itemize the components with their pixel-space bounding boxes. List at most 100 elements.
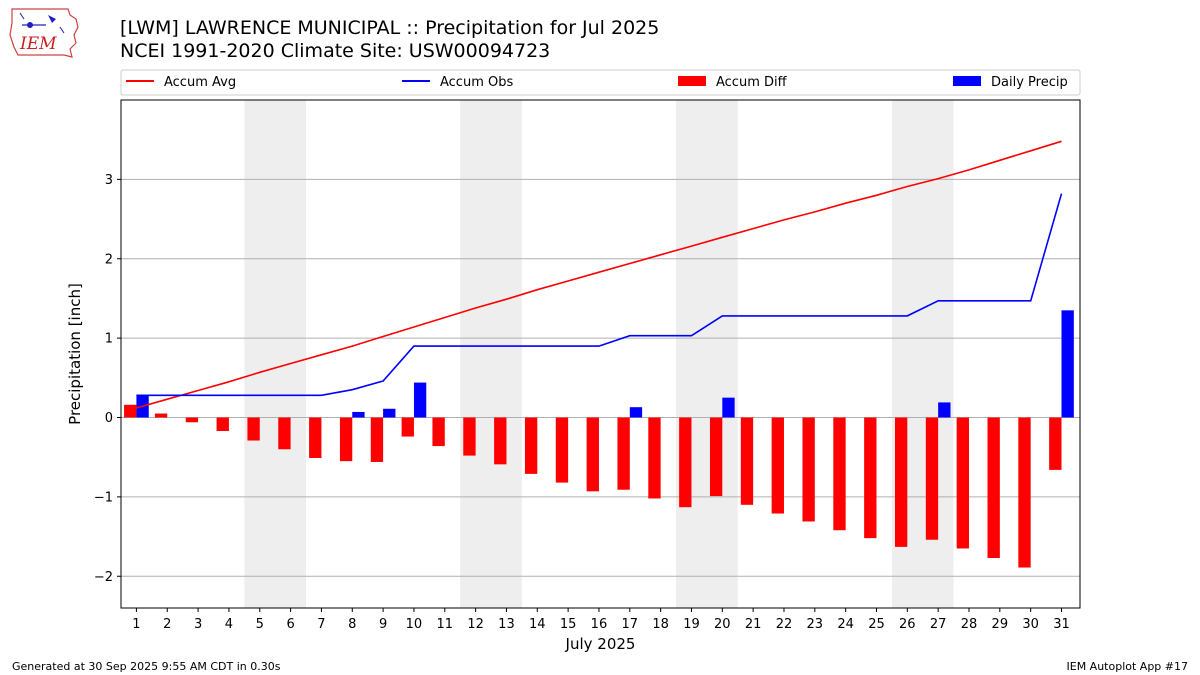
x-tick-label: 27 bbox=[930, 617, 947, 632]
gridlines bbox=[121, 178, 1080, 577]
legend-label: Daily Precip bbox=[991, 75, 1068, 90]
daily-precip-bar bbox=[383, 408, 396, 418]
accum-diff-bar bbox=[1018, 417, 1031, 568]
x-tick-label: 29 bbox=[992, 617, 1009, 632]
y-axis-label: Precipitation [inch] bbox=[66, 283, 84, 425]
legend: Accum Avg Accum Obs Accum Diff Daily Precip bbox=[120, 69, 1081, 96]
x-tick-label: 2 bbox=[163, 617, 171, 632]
x-tick-label: 30 bbox=[1022, 617, 1039, 632]
x-tick-label: 20 bbox=[714, 617, 731, 632]
accum-diff-bar bbox=[278, 417, 291, 450]
daily-precip-bar bbox=[938, 402, 951, 418]
y-tick-label: 3 bbox=[105, 173, 113, 188]
accum-diff-bar bbox=[124, 404, 137, 418]
y-tick-label: −1 bbox=[94, 490, 113, 505]
accum-diff-bar bbox=[771, 417, 784, 514]
y-tick-label: −2 bbox=[94, 570, 113, 585]
accum-diff-bar bbox=[802, 417, 815, 522]
accum-diff-bar bbox=[309, 417, 322, 458]
x-tick-label: 21 bbox=[745, 617, 762, 632]
accum-diff-bar bbox=[370, 417, 384, 462]
x-tick-label: 25 bbox=[868, 617, 885, 632]
accum-diff-bar bbox=[432, 417, 445, 447]
x-tick-label: 9 bbox=[379, 617, 387, 632]
x-tick-label: 6 bbox=[286, 617, 294, 632]
x-tick-label: 22 bbox=[776, 617, 793, 632]
accum-obs-line bbox=[136, 193, 1063, 397]
accum-diff-bar bbox=[555, 417, 569, 483]
x-tick-label: 31 bbox=[1053, 617, 1070, 632]
y-tick-label: 2 bbox=[105, 252, 113, 267]
y-tick-label: 0 bbox=[105, 411, 113, 426]
accum-diff-bar bbox=[833, 417, 846, 531]
x-tick-label: 13 bbox=[498, 617, 515, 632]
accum-diff-bar bbox=[987, 417, 1000, 558]
accum-diff-bar bbox=[709, 417, 723, 497]
accum-diff-bar bbox=[679, 417, 692, 508]
logo-text: IEM bbox=[19, 34, 57, 54]
accum-avg-line bbox=[136, 140, 1062, 409]
weekend-band bbox=[460, 100, 522, 608]
plot-frame bbox=[120, 99, 1081, 609]
accum-diff-bar bbox=[524, 417, 538, 474]
accum-diff-bar bbox=[216, 417, 229, 431]
x-tick-label: 16 bbox=[591, 617, 608, 632]
chart-title: [LWM] LAWRENCE MUNICIPAL :: Precipitatio… bbox=[120, 17, 660, 39]
weekend-shading bbox=[244, 100, 954, 608]
accum-diff-bar bbox=[617, 417, 630, 490]
weekend-band bbox=[244, 100, 307, 608]
daily-precip-bar bbox=[1061, 310, 1074, 418]
x-tick-label: 24 bbox=[837, 617, 854, 632]
accum-diff-bar bbox=[154, 413, 168, 418]
legend-label: Accum Diff bbox=[716, 75, 788, 90]
accum-diff-bar bbox=[339, 417, 353, 462]
app-footer: IEM Autoplot App #17 bbox=[1066, 660, 1189, 673]
legend-box bbox=[120, 69, 1081, 96]
x-tick-label: 19 bbox=[683, 617, 700, 632]
accum-diff-bar bbox=[185, 417, 199, 423]
chart-subtitle: NCEI 1991-2020 Climate Site: USW00094723 bbox=[120, 40, 551, 62]
iem-logo: IEM bbox=[9, 8, 79, 58]
x-tick-label: 14 bbox=[529, 617, 546, 632]
lines bbox=[136, 140, 1063, 409]
x-tick-label: 26 bbox=[899, 617, 916, 632]
x-tick-label: 28 bbox=[961, 617, 978, 632]
x-tick-label: 3 bbox=[194, 617, 202, 632]
x-tick-label: 15 bbox=[560, 617, 577, 632]
x-tick-label: 7 bbox=[317, 617, 325, 632]
accum-diff-bar bbox=[401, 417, 414, 437]
daily-precip-bar bbox=[722, 397, 735, 418]
accum-diff-bar bbox=[494, 417, 507, 465]
x-tick-label: 5 bbox=[256, 617, 264, 632]
legend-swatch-bar bbox=[953, 76, 981, 86]
daily-precip-bar bbox=[413, 382, 427, 418]
legend-label: Accum Obs bbox=[440, 75, 513, 90]
x-tick-label: 10 bbox=[406, 617, 423, 632]
x-axis-label: July 2025 bbox=[565, 635, 636, 653]
x-tick-label: 1 bbox=[132, 617, 140, 632]
accum-diff-bar bbox=[740, 417, 754, 505]
accum-diff-bar bbox=[894, 417, 908, 547]
accum-diff-bar bbox=[956, 417, 969, 549]
x-tick-label: 8 bbox=[348, 617, 356, 632]
accum-diff-bar bbox=[864, 417, 877, 539]
x-tick-label: 11 bbox=[437, 617, 454, 632]
accum-diff-bar bbox=[463, 417, 476, 456]
accum-diff-bar bbox=[925, 417, 939, 540]
weekend-band bbox=[676, 100, 738, 608]
daily-precip-bar bbox=[629, 407, 643, 418]
x-tick-label: 23 bbox=[807, 617, 824, 632]
x-tick-label: 17 bbox=[622, 617, 639, 632]
accum-diff-bar bbox=[247, 417, 260, 441]
legend-label: Accum Avg bbox=[164, 75, 236, 90]
generated-footer: Generated at 30 Sep 2025 9:55 AM CDT in … bbox=[12, 660, 281, 673]
x-tick-label: 4 bbox=[225, 617, 233, 632]
y-tick-label: 1 bbox=[105, 332, 113, 347]
bars bbox=[124, 310, 1074, 568]
accum-diff-bar bbox=[648, 417, 661, 499]
x-tick-label: 12 bbox=[467, 617, 484, 632]
daily-precip-bar bbox=[352, 411, 365, 418]
x-tick-label: 18 bbox=[652, 617, 669, 632]
